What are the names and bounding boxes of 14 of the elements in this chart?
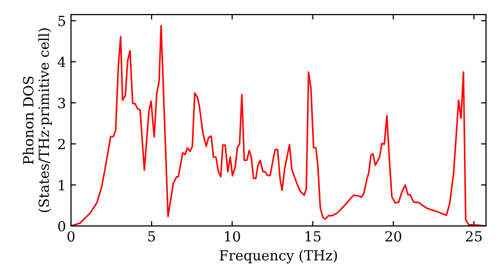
- x-tick-label: 0: [67, 231, 74, 242]
- x-tick-label: 5: [148, 231, 155, 242]
- y-tick-label: 4: [58, 56, 66, 68]
- y-axis-title: Phonon DOS (States/THz·primitive cell): [22, 28, 52, 212]
- y-tick-label: 1: [58, 180, 64, 190]
- x-axis-title: Frequency (THz): [220, 250, 337, 264]
- y-tick-label: 2: [58, 138, 65, 150]
- x-tick-label: 25: [466, 231, 482, 242]
- x-tick-label: 15: [306, 231, 321, 242]
- y-tick-label: 0: [58, 220, 66, 232]
- y-tick-label: 5: [58, 16, 66, 26]
- x-tick-label: 20: [385, 231, 402, 242]
- x-tick-label: 10: [225, 231, 240, 242]
- y-tick-label: 3: [58, 98, 66, 108]
